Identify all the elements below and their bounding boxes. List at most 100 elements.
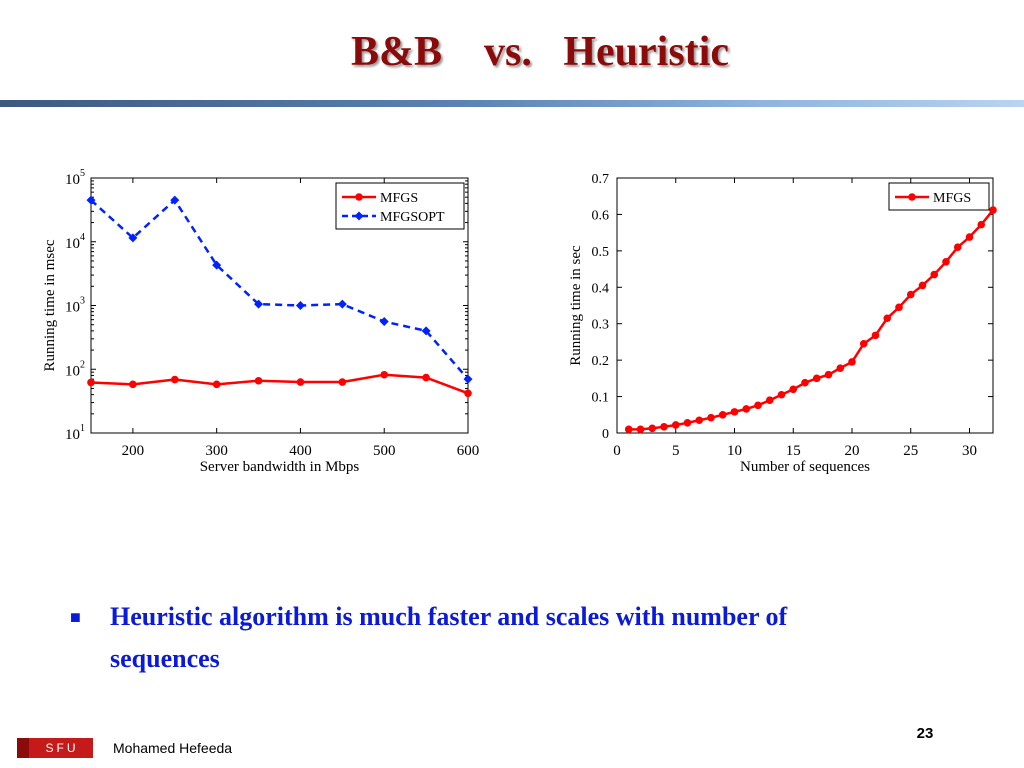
y-tick-label: 0.4: [592, 281, 610, 296]
data-point-mfgsopt: [337, 299, 347, 309]
chart-running-time-vs-sequences: 0 5 10 15 20 25 30 0 0.1 0.2 0.3 0.4 0.5 0.6 0.7 Number…: [568, 172, 997, 475]
title-divider: [0, 100, 1024, 107]
data-point-mfgs: [660, 423, 668, 431]
y-tick-label-exponent: 4: [80, 232, 85, 243]
y-tick-label-exponent: 1: [80, 423, 85, 434]
data-point-mfgs: [636, 425, 645, 434]
y-tick-label: 103: [65, 296, 85, 316]
data-point-mfgs: [695, 416, 704, 425]
y-tick-label: 0.7: [592, 172, 610, 187]
data-point-mfgs: [422, 373, 430, 382]
data-point-mfgs: [777, 390, 786, 399]
y-tick-label: 101: [65, 423, 85, 443]
bullet-square-icon: ■: [70, 607, 81, 627]
data-point-mfgs: [718, 410, 727, 419]
y-tick-label-base: 10: [65, 363, 80, 379]
y-tick-label-exponent: 5: [80, 168, 85, 179]
x-tick-label: 30: [962, 443, 977, 459]
data-point-mfgsopt: [295, 301, 305, 310]
data-point-mfgs: [624, 425, 633, 434]
y-tick-label: 0.5: [592, 245, 610, 260]
x-tick-label: 200: [122, 443, 145, 459]
x-tick-label: 5: [672, 443, 680, 459]
y-tick-label-exponent: 2: [80, 359, 85, 370]
data-point-mfgs: [742, 405, 751, 413]
page-number: 23: [916, 725, 934, 742]
data-point-mfgs: [683, 419, 692, 427]
y-tick-label: 0.1: [592, 391, 610, 406]
y-axis-label: Running time in sec: [568, 245, 584, 366]
y-axis-label: Running time in msec: [42, 239, 58, 371]
logo-text: SFU: [45, 741, 79, 755]
x-tick-label: 25: [903, 443, 918, 459]
data-point-mfgs: [730, 408, 739, 416]
data-point-mfgs: [380, 370, 389, 379]
data-point-mfgs: [789, 385, 798, 394]
y-tick-label-base: 10: [65, 300, 80, 316]
y-tick-label: 0.3: [592, 318, 610, 333]
data-point-mfgsopt: [86, 195, 96, 205]
data-point-mfgs: [942, 257, 950, 266]
data-point-mfgs: [464, 389, 472, 398]
plot-frame: [616, 177, 994, 434]
data-point-mfgs: [338, 378, 347, 386]
y-tick-label: 102: [65, 359, 85, 379]
data-point-mfgs: [848, 358, 856, 366]
data-point-mfgs: [812, 374, 821, 383]
sfu-logo: SFU: [17, 738, 93, 758]
series-line-mfgsopt: [90, 198, 469, 380]
data-point-mfgs: [87, 378, 95, 387]
legend-marker: [354, 211, 364, 221]
x-tick-label: 0: [613, 443, 621, 459]
x-tick-label: 300: [205, 443, 228, 459]
data-point-mfgs: [965, 233, 974, 241]
x-tick-label: 400: [289, 443, 312, 459]
data-point-mfgs: [754, 401, 762, 410]
bullet-point: ■ Heuristic algorithm is much faster and…: [70, 596, 870, 680]
data-point-mfgsopt: [463, 374, 473, 384]
data-point-mfgs: [707, 413, 715, 422]
y-tick-label-exponent: 3: [80, 296, 85, 307]
y-tick-label-base: 10: [65, 427, 80, 443]
data-point-mfgs: [671, 421, 680, 429]
data-point-mfgs: [836, 364, 845, 372]
legend-label: MFGS: [933, 191, 971, 206]
logo-stripe: [17, 738, 29, 758]
data-point-mfgs: [296, 378, 305, 386]
data-point-mfgs: [977, 220, 986, 229]
data-point-mfgs: [883, 314, 892, 323]
slide-title: B&B vs. Heuristic: [351, 29, 729, 75]
y-tick-label: 104: [65, 232, 85, 252]
data-point-mfgs: [254, 376, 263, 385]
data-point-mfgs: [953, 243, 962, 252]
data-point-mfgs: [801, 378, 809, 387]
data-point-mfgs: [918, 281, 927, 290]
x-tick-label: 500: [373, 443, 396, 459]
data-point-mfgsopt: [421, 326, 431, 336]
y-tick-label: 0: [602, 427, 609, 442]
y-tick-label: 105: [65, 168, 85, 188]
legend-box: [335, 182, 465, 230]
data-point-mfgsopt: [254, 299, 264, 309]
data-point-mfgs: [930, 270, 939, 279]
x-tick-label: 10: [727, 443, 742, 459]
y-tick-label-base: 10: [65, 172, 80, 188]
y-tick-label: 0.6: [592, 208, 610, 223]
legend-label: MFGS: [380, 191, 418, 206]
data-point-mfgs: [989, 206, 997, 214]
x-tick-label: 15: [786, 443, 801, 459]
data-point-mfgs: [129, 380, 137, 389]
data-point-mfgs: [859, 339, 868, 348]
series-line-mfgs: [90, 373, 469, 395]
legend-marker: [908, 193, 916, 201]
data-point-mfgs: [871, 331, 880, 340]
data-point-mfgs: [212, 380, 221, 389]
data-point-mfgsopt: [170, 195, 180, 205]
data-point-mfgs: [765, 396, 774, 405]
data-point-mfgsopt: [379, 317, 389, 327]
bullet-text: Heuristic algorithm is much faster and s…: [110, 602, 788, 673]
x-axis-label: Server bandwidth in Mbps: [200, 459, 360, 475]
data-point-mfgs: [170, 375, 179, 384]
author-name: Mohamed Hefeeda: [113, 740, 233, 756]
